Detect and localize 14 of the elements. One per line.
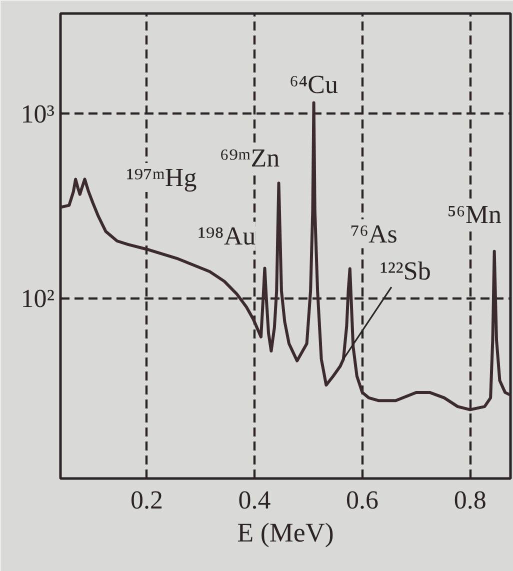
x-tick-label: 0.6	[346, 486, 379, 514]
annotation: ⁶⁴Cu	[290, 70, 338, 100]
x-tick-label: 0.2	[130, 486, 163, 514]
y-tick-label: 10³	[20, 99, 55, 128]
x-tick-label: 0.8	[454, 486, 486, 514]
annotation: ¹⁹⁸Au	[198, 222, 256, 251]
y-tick-label: 10²	[20, 284, 55, 314]
annotation: ⁶⁹ᵐZn	[220, 144, 280, 173]
annotation: ¹²²Sb	[380, 256, 431, 286]
annotation: ¹⁹⁷ᵐHg	[126, 163, 197, 192]
annotation: ⁵⁶Mn	[447, 200, 502, 229]
x-tick-label: 0.4	[238, 486, 271, 514]
x-axis-title: E (MeV)	[237, 518, 334, 548]
annotation: ⁷⁶As	[350, 219, 398, 248]
